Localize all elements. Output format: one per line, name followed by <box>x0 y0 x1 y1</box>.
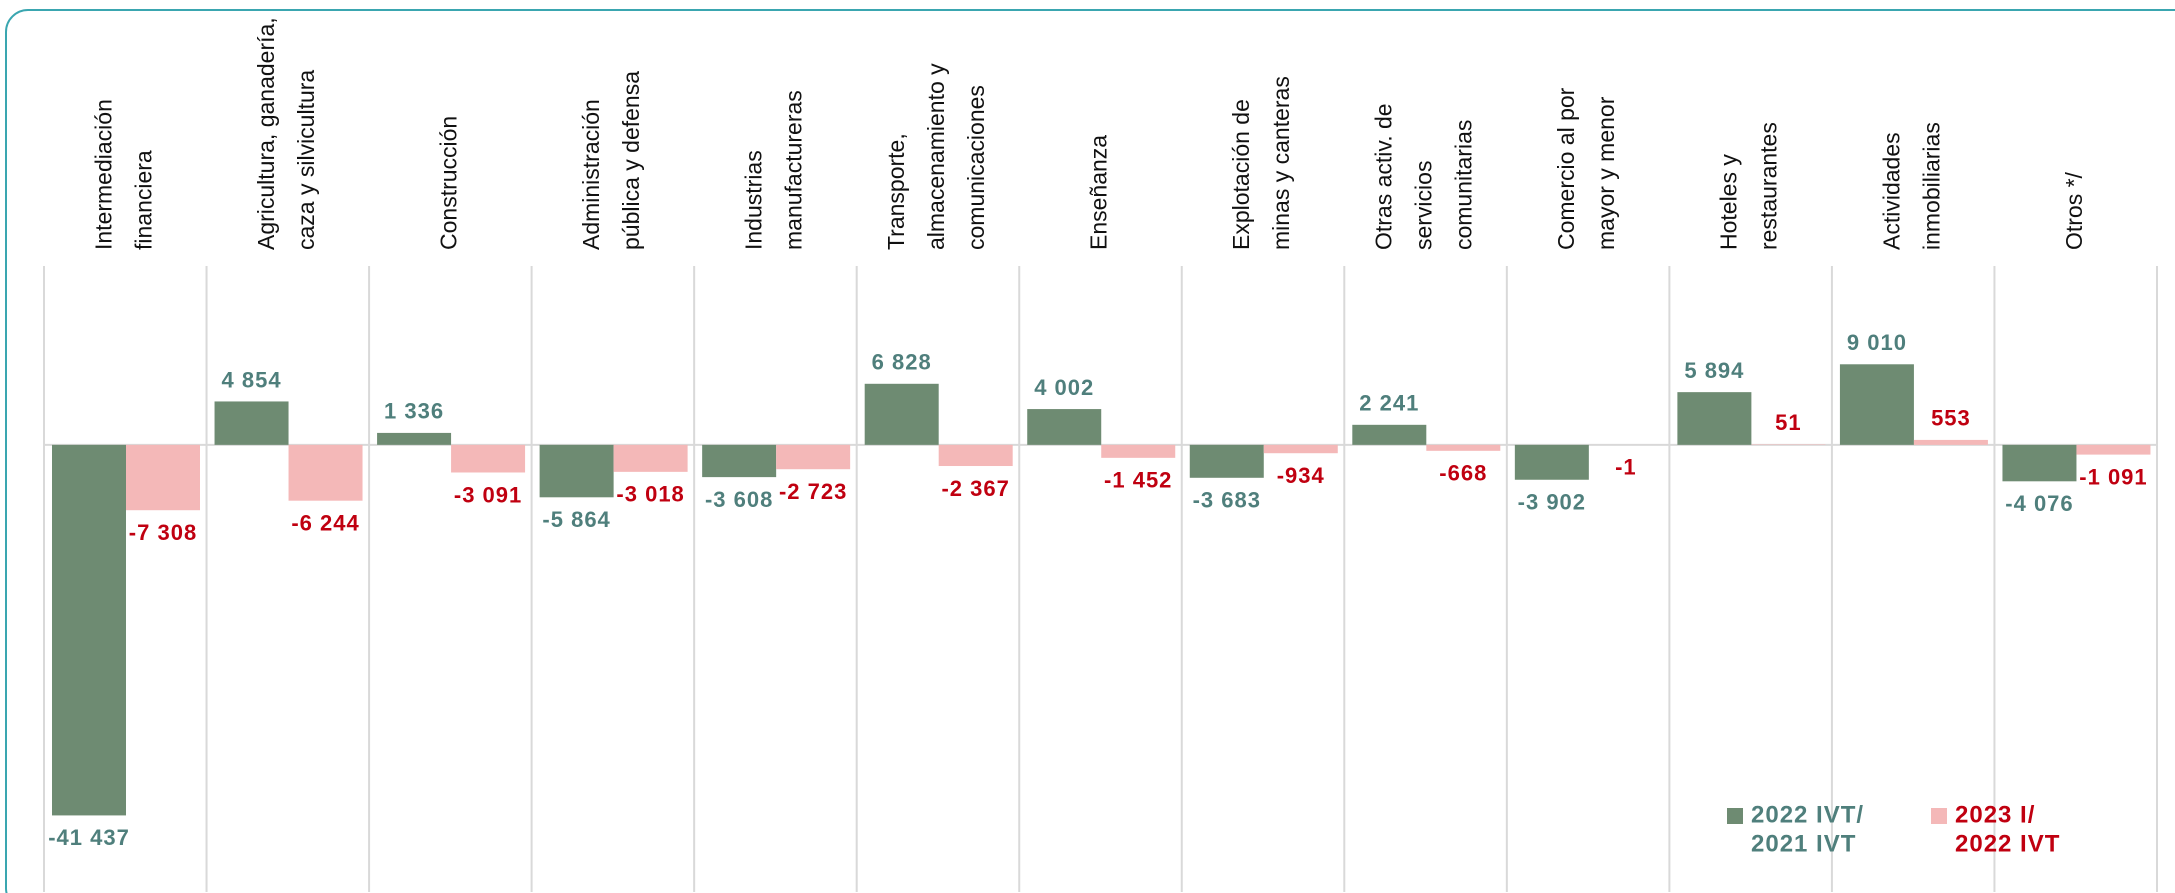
category-label: Actividades <box>1878 132 1904 250</box>
legend-swatch <box>1727 808 1743 824</box>
category-label: Hoteles y <box>1716 154 1742 250</box>
bar <box>1677 392 1752 445</box>
bar <box>938 444 1013 467</box>
value-label: 4 002 <box>1034 375 1094 400</box>
value-label: 9 010 <box>1847 330 1907 355</box>
category-label: Intermediación <box>90 99 116 250</box>
category-label: Construcción <box>435 116 461 250</box>
bar <box>776 444 851 470</box>
value-label: 1 336 <box>384 399 444 424</box>
bar <box>2002 444 2077 482</box>
bar <box>1027 409 1102 445</box>
legend-label: 2022 IVT/ <box>1751 801 1864 828</box>
bar <box>1189 444 1264 478</box>
value-label: -3 608 <box>705 487 773 512</box>
category-label: Otras activ. de <box>1371 103 1397 250</box>
category-label: inmobiliarias <box>1918 122 1944 250</box>
legend-label: 2022 IVT <box>1955 830 2060 857</box>
category-label: Transporte, <box>883 133 909 250</box>
legend-label: 2023 I/ <box>1955 801 2035 828</box>
value-label: -1 <box>1615 455 1637 480</box>
category-label: Administración <box>578 99 604 250</box>
value-label: -3 683 <box>1193 488 1261 513</box>
value-label: -41 437 <box>48 825 130 850</box>
value-label: 51 <box>1775 410 1801 435</box>
bar <box>613 444 688 472</box>
category-label: Comercio al por <box>1553 87 1579 250</box>
category-label: Otros */ <box>2061 171 2087 250</box>
bar <box>52 444 126 816</box>
bar <box>1514 444 1589 480</box>
value-label: -668 <box>1439 461 1487 486</box>
bar <box>1839 364 1914 445</box>
category-label: Industrias <box>741 150 767 250</box>
legend-swatch <box>1931 808 1947 824</box>
category-label: pública y defensa <box>618 71 644 250</box>
bar <box>377 432 452 445</box>
category-label: restaurantes <box>1756 122 1782 250</box>
bar <box>451 444 526 473</box>
value-label: -6 244 <box>291 511 359 536</box>
bar <box>2076 444 2151 455</box>
bar <box>702 444 777 478</box>
category-label: minas y canteras <box>1268 76 1294 250</box>
value-label: -2 367 <box>941 476 1009 501</box>
value-label: -3 902 <box>1518 490 1586 515</box>
value-label: 6 828 <box>872 350 932 375</box>
bar <box>1263 444 1338 454</box>
category-label: Enseñanza <box>1086 135 1112 250</box>
frame <box>5 9 2175 893</box>
value-label: 4 854 <box>222 367 282 392</box>
category-label: caza y silvicultura <box>293 70 319 250</box>
value-label: 2 241 <box>1359 391 1419 416</box>
value-label: -7 308 <box>129 520 197 545</box>
legend-label: 2021 IVT <box>1751 830 1856 857</box>
value-label: -5 864 <box>542 507 610 532</box>
bar <box>214 401 289 445</box>
bar <box>1913 439 1988 445</box>
value-label: -2 723 <box>779 479 847 504</box>
value-label: 553 <box>1931 406 1971 431</box>
bar <box>864 383 939 445</box>
value-label: -934 <box>1277 463 1325 488</box>
category-label: comunicaciones <box>963 85 989 250</box>
value-label: -3 018 <box>616 482 684 507</box>
value-label: 5 894 <box>1684 358 1744 383</box>
category-label: Explotación de <box>1228 99 1254 250</box>
bar <box>1426 444 1501 451</box>
value-label: -4 076 <box>2005 491 2073 516</box>
category-label: almacenamiento y <box>923 63 949 250</box>
bar <box>539 444 614 498</box>
category-label: financiera <box>130 150 156 250</box>
category-label: manufactureras <box>781 90 807 250</box>
category-label: mayor y menor <box>1593 96 1619 250</box>
bar <box>288 444 363 501</box>
category-label: comunitarias <box>1451 120 1477 250</box>
bar <box>1101 444 1176 458</box>
category-label: Agricultura, ganadería, <box>253 17 279 250</box>
value-label: -1 452 <box>1104 468 1172 493</box>
value-label: -3 091 <box>454 482 522 507</box>
category-label: servicios <box>1411 161 1437 250</box>
bar <box>126 444 200 511</box>
bar <box>1352 424 1427 445</box>
value-label: -1 091 <box>2079 464 2147 489</box>
